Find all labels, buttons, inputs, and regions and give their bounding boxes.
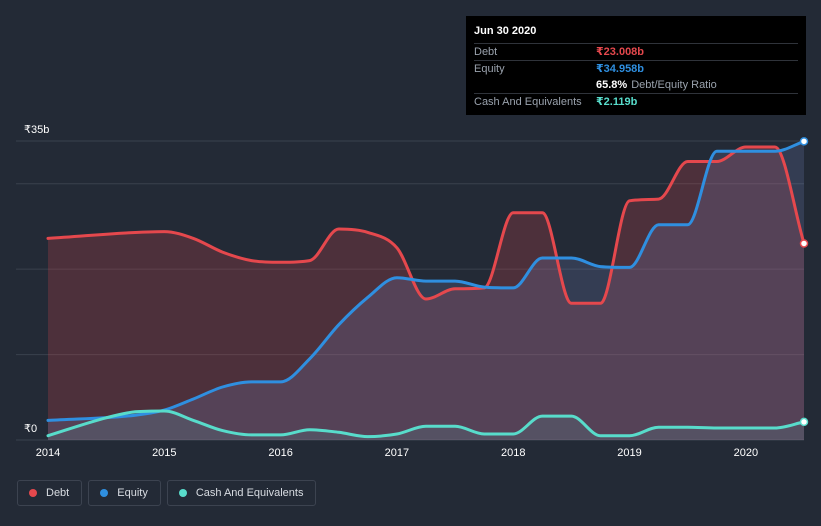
chart-legend: Debt Equity Cash And Equivalents (17, 480, 317, 506)
legend-item-debt[interactable]: Debt (17, 480, 83, 506)
hover-tooltip: Jun 30 2020 Debt ₹23.008b Equity ₹34.958… (466, 16, 806, 115)
x-tick-label: 2019 (617, 447, 641, 459)
tooltip-equity-value: ₹34.958b (596, 63, 645, 75)
legend-equity-label: Equity (117, 487, 148, 499)
tooltip-date: Jun 30 2020 (474, 25, 537, 37)
tooltip-ratio-row: 65.8% Debt/Equity Ratio (474, 77, 798, 93)
tooltip-equity-label: Equity (474, 63, 505, 75)
x-tick-label: 2018 (501, 447, 525, 459)
equity-dot-icon (100, 489, 109, 497)
debt-area (48, 147, 804, 440)
equity-area (48, 141, 804, 440)
tooltip-debt-row: Debt ₹23.008b (474, 43, 798, 60)
debt-end-point (799, 239, 809, 248)
x-tick-label: 2020 (734, 447, 758, 459)
cash-and-equivalents-end-point (799, 417, 809, 427)
tooltip-cash-row: Cash And Equivalents ₹2.119b (474, 93, 798, 110)
x-tick-label: 2015 (152, 447, 176, 459)
debt-dot-icon (29, 489, 37, 497)
y-tick-label: ₹0 (24, 423, 37, 435)
tooltip-debt-value: ₹23.008b (596, 46, 645, 58)
tooltip-cash-label: Cash And Equivalents (474, 96, 582, 108)
tooltip-ratio-value: 65.8% (596, 79, 628, 91)
x-tick-label: 2017 (385, 447, 409, 459)
series-lines (46, 139, 806, 439)
cash-dot-icon (178, 489, 187, 497)
equity-end-point (799, 137, 809, 146)
tooltip-ratio-label: Debt/Equity Ratio (631, 79, 717, 91)
series-end-points (799, 137, 809, 427)
legend-item-equity[interactable]: Equity (88, 480, 161, 506)
x-tick-label: 2014 (36, 447, 60, 459)
x-tick-label: 2016 (268, 447, 292, 459)
legend-item-cash[interactable]: Cash And Equivalents (166, 480, 317, 506)
series-areas (48, 141, 804, 440)
legend-cash-label: Cash And Equivalents (195, 487, 304, 499)
cash-and-equivalents-line (46, 409, 806, 439)
tooltip-equity-row: Equity ₹34.958b (474, 60, 798, 77)
y-tick-label: ₹35b (24, 124, 49, 136)
tooltip-debt-label: Debt (474, 46, 498, 58)
tooltip-cash-value: ₹2.119b (596, 96, 638, 108)
axis-labels: ₹0 ₹35b 2014 2015 2016 2017 2018 2019 2020 (24, 124, 758, 459)
equity-line (46, 139, 806, 422)
legend-debt-label: Debt (46, 487, 70, 499)
